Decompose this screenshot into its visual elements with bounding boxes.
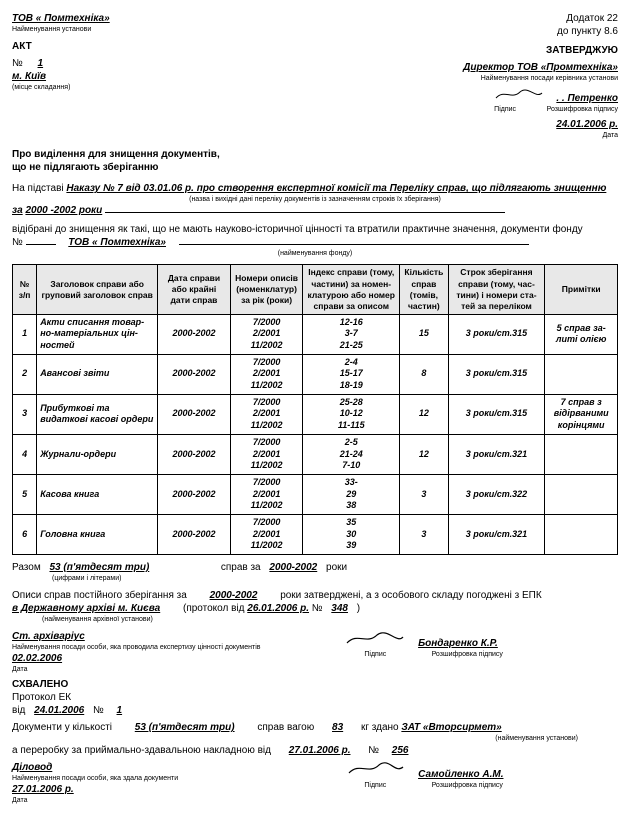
basis-period: 2000 -2002 роки xyxy=(25,205,102,216)
akt-num-label: № xyxy=(12,58,23,69)
table-row: 6Головна книга2000-20027/20002/200111/20… xyxy=(13,514,618,554)
signer2-date: 27.01.2006 р. xyxy=(12,783,345,796)
fund-num-label: № xyxy=(12,237,23,248)
org-sub: Найменування установи xyxy=(12,25,315,34)
signer1-date-sub: Дата xyxy=(12,665,345,674)
signer2-sub-l: Підпис xyxy=(345,781,405,790)
approve-position-sub: Найменування посади керівника установи xyxy=(315,74,618,83)
akt-city: м. Київ xyxy=(12,71,86,82)
signer1-pos: Ст. архіваріус xyxy=(12,630,345,643)
sig-sub-r: Розшифровка підпису xyxy=(518,105,618,114)
th-date: Дата справи або крайні дати справ xyxy=(158,265,231,314)
th-index: Індекс справи (тому, частини) за номен­к… xyxy=(303,265,400,314)
akt-label: АКТ xyxy=(12,40,315,53)
table-row: 2Авансові звіти2000-20027/20002/200111/2… xyxy=(13,354,618,394)
signer1-name: Бондаренко К.Р. xyxy=(408,638,498,649)
signature-icon xyxy=(494,87,544,105)
signer2-date-sub: Дата xyxy=(12,796,345,805)
handover-l1a: Документи у кількості xyxy=(12,722,112,733)
th-n: № з/п xyxy=(13,265,37,314)
th-opis: Номери описів (номен­клатур) за рік (рок… xyxy=(230,265,303,314)
documents-table: № з/п Заголовок справи або груповий заго… xyxy=(12,264,618,555)
subject-l2: що не підлягають зберіганню xyxy=(12,161,618,174)
signer2-pos: Діловод xyxy=(12,761,345,774)
subject-l1: Про виділення для знищення документів, xyxy=(12,148,618,161)
approved2-protocol: Протокол ЕК xyxy=(12,691,618,704)
th-title: Заголовок справи або груповий заголовок … xyxy=(37,265,158,314)
total-suffix: роки xyxy=(326,562,347,573)
desc-l2a: в Державному архіві м. Києва xyxy=(12,603,160,614)
approved2-num-label: № xyxy=(93,705,104,716)
approve-date: 24.01.2006 р. xyxy=(315,118,618,131)
basis-period-prefix: за xyxy=(12,205,23,216)
table-row: 4Журнали-ордери2000-20027/20002/200111/2… xyxy=(13,434,618,474)
desc-l2b: (протокол від xyxy=(163,603,245,614)
approved2-num: 1 xyxy=(107,705,133,716)
akt-num: 1 xyxy=(26,58,56,69)
fund-sub: (найменування фонду) xyxy=(12,249,618,258)
signer1-sub-l: Підпис xyxy=(345,650,405,659)
appendix-2: до пункту 8.6 xyxy=(315,25,618,38)
desc-l1a: Описи справ постійного зберігання за xyxy=(12,590,187,601)
handover-l1c: справ вагою xyxy=(257,722,314,733)
desc-l2c: 26.01.2006 р. xyxy=(247,603,309,614)
th-qty: Кількість справ (томів, частин) xyxy=(400,265,448,314)
table-row: 1Акти списання товар­но-матеріальних цін… xyxy=(13,314,618,354)
desc-l1c: роки затверджені, а з особового складу п… xyxy=(280,590,542,601)
total-count: 53 (п'ятдесят три) xyxy=(43,562,155,573)
handover-l1f: ЗАТ «Вторсирмет» xyxy=(401,722,501,733)
signer1-pos-sub: Найменування посади особи, яка проводила… xyxy=(12,643,345,652)
signer2-name: Самойленко А.М. xyxy=(408,769,503,780)
th-notes: Примітки xyxy=(545,265,618,314)
sig-sub-l: Підпис xyxy=(456,105,516,114)
signature-icon xyxy=(345,761,405,781)
handover-l2b: 27.01.2006 р. xyxy=(274,745,366,756)
table-row: 3Прибуткові та видатко­ві касові ордери2… xyxy=(13,394,618,434)
handover-l2d: 256 xyxy=(382,745,419,756)
approve-position: Директор ТОВ «Промтехніка» xyxy=(315,61,618,74)
desc-l2d: № xyxy=(312,603,323,614)
desc-l1b: 2000-2002 xyxy=(190,590,278,601)
desc-sub: (найменування архівної установи) xyxy=(42,615,618,624)
approve-date-sub: Дата xyxy=(315,131,618,140)
th-term: Строк зберігання справи (тому, час­тини)… xyxy=(448,265,545,314)
signer1-date: 02.02.2006 xyxy=(12,652,345,665)
appendix-1: Додаток 22 xyxy=(315,12,618,25)
table-row: 5Касова книга2000-20027/20002/200111/200… xyxy=(13,474,618,514)
approved2-from: від xyxy=(12,705,25,716)
total-count-sub: (цифрами і літерами) xyxy=(52,574,618,583)
approved2-title: СХВАЛЕНО xyxy=(12,678,618,691)
signer2-pos-sub: Найменування посади особи, яка здала док… xyxy=(12,774,345,783)
selected-text: відібрані до знищення як такі, що не маю… xyxy=(12,223,618,236)
desc-l2f: ) xyxy=(357,603,360,614)
approved2-date: 24.01.2006 xyxy=(28,705,90,716)
basis-text: Наказу № 7 від 03.01.06 р. про створення… xyxy=(66,183,606,194)
handover-l1e: кг здано xyxy=(361,722,399,733)
basis-prefix: На підставі xyxy=(12,183,64,194)
org-name: ТОВ « Помтехніка» xyxy=(12,12,315,25)
approve-surname: . . Петренко xyxy=(546,93,618,104)
handover-l1d: 83 xyxy=(317,722,358,733)
total-mid: справ за xyxy=(221,562,261,573)
handover-sub1: (найменування установи) xyxy=(12,734,618,743)
signer1-sub-r: Розшифровка підпису xyxy=(407,650,527,659)
signature-icon xyxy=(345,630,405,650)
akt-city-sub: (місце складання) xyxy=(12,83,315,92)
handover-l1b: 53 (п'ятдесят три) xyxy=(115,722,255,733)
desc-l2e: 348 xyxy=(325,603,354,614)
fund-name: ТОВ « Помтехніка» xyxy=(58,237,176,248)
handover-l2a: а переробку за приймально-здавальною нак… xyxy=(12,745,271,756)
signer2-sub-r: Розшифровка підпису xyxy=(407,781,527,790)
total-period: 2000-2002 xyxy=(263,562,323,573)
approve-title: ЗАТВЕРДЖУЮ xyxy=(315,44,618,57)
handover-l2c: № xyxy=(368,745,379,756)
basis-sub: (назва і вихідні дані переліку документі… xyxy=(12,195,618,204)
total-prefix: Разом xyxy=(12,562,41,573)
